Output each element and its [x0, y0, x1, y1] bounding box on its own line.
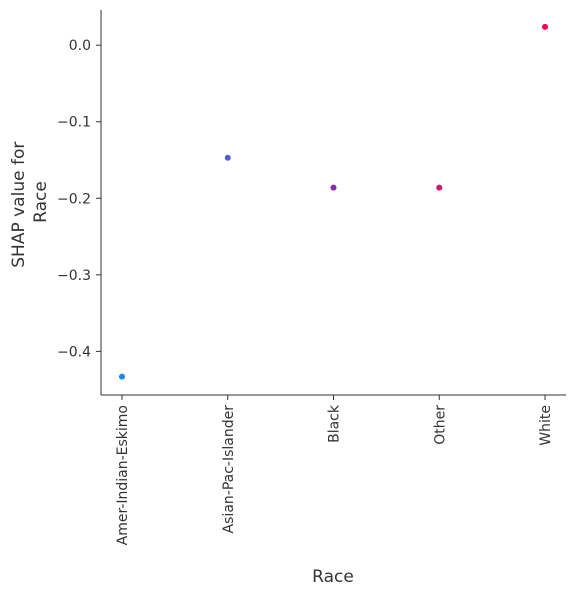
x-tick-label: Asian-Pac-Islander	[221, 405, 237, 534]
y-ticks: 0.0 −0.1 −0.2 −0.3 −0.4	[57, 38, 101, 360]
y-tick-label: −0.1	[57, 115, 91, 131]
data-point	[436, 184, 443, 191]
x-tick-label: Amer-Indian-Eskimo	[115, 405, 131, 545]
data-point	[224, 154, 231, 161]
x-tick-label: Black	[327, 404, 343, 443]
y-tick-label: −0.3	[57, 268, 91, 284]
x-axis-label: Race	[312, 567, 354, 587]
x-tick-label: White	[538, 405, 554, 446]
axes	[100, 10, 566, 396]
y-tick-label: −0.2	[57, 191, 91, 207]
data-points	[119, 23, 548, 380]
data-point	[330, 184, 337, 191]
y-axis-label-line-1: SHAP value for	[9, 142, 29, 268]
x-ticks: Amer-Indian-Eskimo Asian-Pac-Islander Blac…	[115, 395, 554, 545]
y-tick-label: −0.4	[57, 344, 91, 360]
data-point	[542, 23, 548, 30]
y-tick-label: 0.0	[69, 38, 91, 54]
data-point	[119, 373, 125, 380]
y-axis-label-line-2: Race	[31, 181, 51, 223]
y-axis-label: SHAP value for Race	[9, 136, 51, 267]
x-tick-label: Other	[432, 405, 448, 445]
